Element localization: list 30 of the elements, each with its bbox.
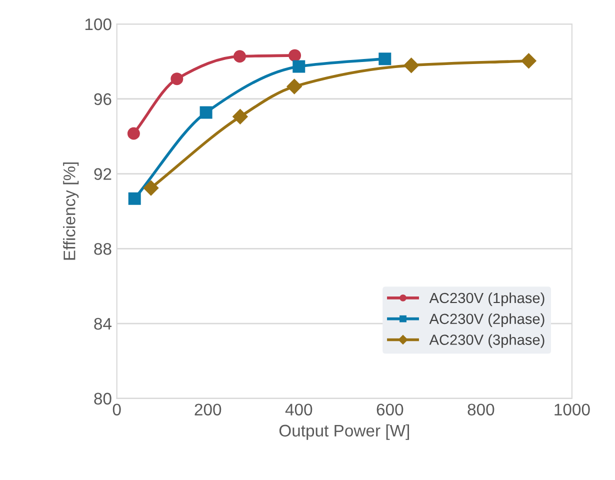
y-tick-label: 80: [94, 392, 112, 405]
x-tick-label: 400: [285, 404, 312, 416]
point: [200, 106, 212, 119]
point: [292, 60, 306, 73]
point: [128, 192, 141, 205]
y-tick-label: 96: [94, 93, 112, 106]
point: [127, 127, 140, 140]
y-tick-label: 88: [94, 243, 112, 255]
y-tick-label: 100: [85, 18, 112, 30]
legend-label: AC230V (3phase): [429, 334, 544, 348]
point: [521, 53, 536, 68]
x-tick-label: 0: [112, 404, 121, 416]
point: [143, 180, 159, 196]
point: [232, 109, 248, 124]
y-tick-label: 92: [94, 168, 112, 180]
y-axis-title: Efficiency [%]: [63, 162, 79, 260]
y-tick-label: 84: [94, 318, 112, 330]
legend-label: AC230V (1phase): [429, 292, 544, 306]
point: [378, 52, 392, 66]
point: [233, 50, 246, 63]
point: [288, 49, 302, 62]
x-axis-title: Output Power [W]: [279, 424, 409, 440]
point: [404, 58, 419, 73]
point: [286, 78, 302, 94]
x-tick-label: 800: [468, 404, 494, 416]
point: [170, 72, 184, 86]
x-tick-label: 600: [376, 404, 404, 416]
x-tick-label: 200: [194, 404, 222, 416]
legend-label: AC230V (2phase): [429, 313, 544, 327]
x-tick-label: 1000: [554, 404, 590, 416]
